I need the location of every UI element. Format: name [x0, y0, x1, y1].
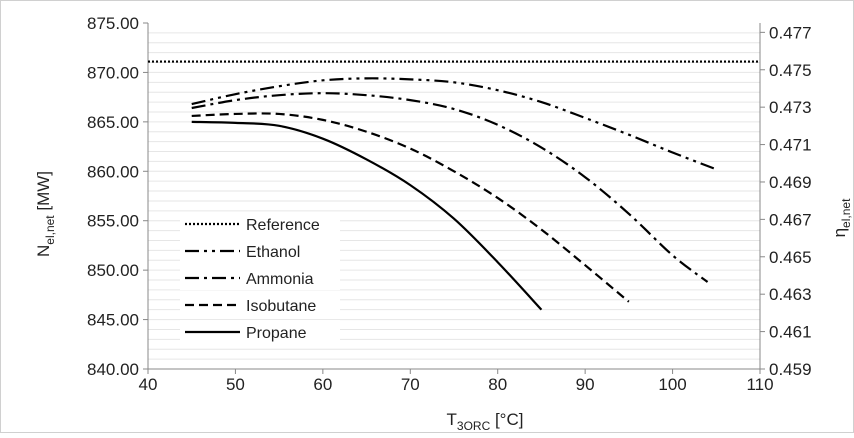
y-tick-label: 850.00 [87, 261, 139, 280]
y-tick-label: 870.00 [87, 63, 139, 82]
series-line-isobutane [191, 112, 630, 303]
y2-tick-label: 0.461 [769, 323, 812, 342]
legend: Reference Ethanol Ammonia Isobutane Propane [180, 212, 340, 344]
series-line-ethanol [191, 77, 717, 171]
y-tick-label: 855.00 [87, 212, 139, 231]
axes [143, 22, 765, 374]
x-tick-label: 60 [313, 375, 332, 394]
y-tick-label: 865.00 [87, 113, 139, 132]
x-axis-title: T3ORC [°C] [447, 410, 524, 433]
x-tick-label: 70 [401, 375, 420, 394]
y2-tick-label: 0.475 [769, 61, 812, 80]
y2-tick-label: 0.471 [769, 136, 812, 155]
legend-label-ammonia: Ammonia [246, 271, 314, 288]
y2-axis-title: ηel,net [830, 198, 853, 237]
x-tick-label: 110 [746, 375, 773, 394]
x-tick-label: 100 [658, 375, 686, 394]
series-lines [148, 60, 760, 311]
legend-label-propane: Propane [246, 325, 307, 342]
x-tick-label: 90 [576, 375, 595, 394]
x-tick-label: 40 [139, 375, 158, 394]
y-tick-label: 875.00 [87, 14, 139, 33]
tick-labels: 40 50 60 70 80 90 100 110 840.00 845.00 850.00 855.… [87, 14, 812, 394]
x-tick-label: 50 [226, 375, 245, 394]
y2-tick-label: 0.477 [769, 23, 812, 42]
y2-tick-label: 0.467 [769, 210, 812, 229]
y2-tick-label: 0.469 [769, 173, 812, 192]
y-tick-label: 860.00 [87, 162, 139, 181]
y2-tick-label: 0.465 [769, 248, 812, 267]
legend-label-ethanol: Ethanol [246, 244, 300, 261]
x-tick-label: 80 [488, 375, 507, 394]
y-tick-label: 840.00 [87, 360, 139, 379]
y-axis-title: Nel,net [MW] [34, 171, 57, 257]
legend-label-reference: Reference [246, 217, 320, 234]
y-tick-label: 845.00 [87, 311, 139, 330]
legend-label-isobutane: Isobutane [246, 298, 316, 315]
series-line-propane [191, 120, 543, 311]
y2-tick-label: 0.463 [769, 285, 812, 304]
y2-tick-label: 0.459 [769, 360, 812, 379]
series-line-ammonia [191, 92, 709, 283]
y2-tick-label: 0.473 [769, 98, 812, 117]
